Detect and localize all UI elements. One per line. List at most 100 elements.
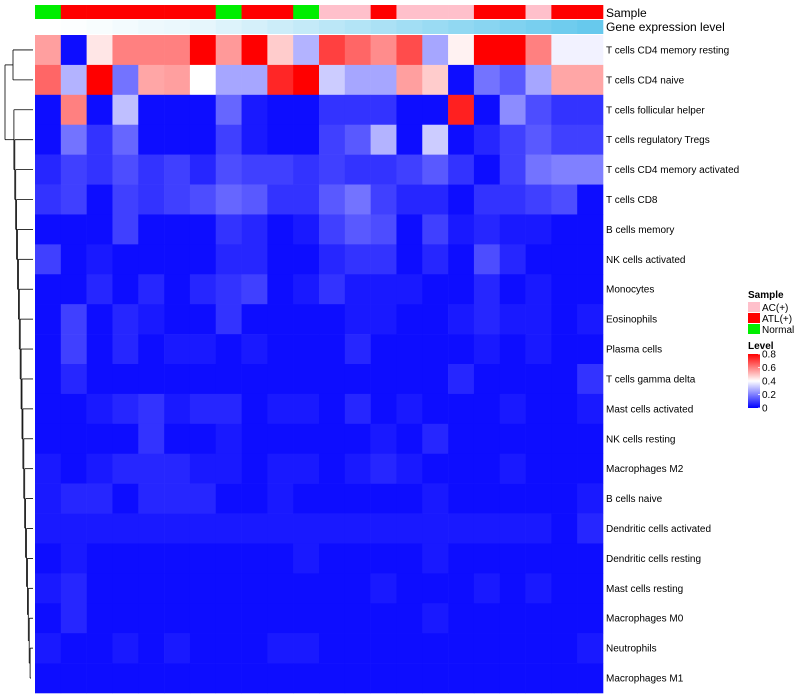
heatmap-cell <box>551 393 578 425</box>
heatmap-cell <box>319 94 346 126</box>
heatmap-cell <box>112 184 139 215</box>
row-label: B cells naive <box>606 494 663 505</box>
heatmap-cell <box>241 334 268 365</box>
gene-expression-annotation-cell <box>319 20 346 34</box>
heatmap-cell <box>86 154 113 185</box>
heatmap-cell <box>370 35 397 66</box>
row-labels: T cells CD4 memory resting T cells CD4 na… <box>606 45 739 684</box>
heatmap-cell <box>473 35 501 66</box>
heatmap-cell <box>138 364 165 395</box>
heatmap-cell <box>241 423 268 455</box>
heatmap-cell <box>241 244 268 275</box>
heatmap-cell <box>112 124 139 155</box>
heatmap-cell <box>319 214 346 245</box>
heatmap-cell <box>473 274 501 305</box>
heatmap-cell <box>241 603 268 634</box>
sample-annotation-cell <box>189 5 217 19</box>
heatmap-cell <box>215 304 242 335</box>
gene-expression-annotation-cell <box>189 20 217 34</box>
heatmap-cell <box>396 334 423 365</box>
sample-annotation-cell <box>60 5 87 19</box>
gene-expression-annotation-cell <box>448 20 475 34</box>
heatmap-cell <box>35 423 62 455</box>
heatmap-cell <box>267 513 294 544</box>
heatmap-cell <box>344 184 371 215</box>
heatmap-cell <box>164 513 191 544</box>
heatmap-cell <box>422 453 449 484</box>
heatmap-cell <box>215 35 242 66</box>
heatmap-cell <box>319 244 346 275</box>
heatmap-cell <box>60 393 87 425</box>
heatmap-cell <box>267 35 294 66</box>
heatmap-cell <box>422 633 449 664</box>
heatmap-cell <box>60 35 87 66</box>
row-label: B cells memory <box>606 225 674 236</box>
row-label: T cells CD4 naive <box>606 75 685 86</box>
heatmap-cell <box>241 35 268 66</box>
heatmap-cell <box>293 483 320 514</box>
heatmap-cell <box>499 304 526 335</box>
heatmap-cell <box>396 513 423 544</box>
heatmap-cell <box>164 603 191 634</box>
heatmap-cell <box>448 393 475 425</box>
heatmap-cell <box>344 393 371 425</box>
legend-sample-label: Normal <box>762 325 794 336</box>
heatmap-cell <box>35 513 62 544</box>
heatmap-cell <box>499 513 526 544</box>
heatmap-cell <box>551 453 578 484</box>
heatmap-cell <box>370 364 397 395</box>
heatmap-cell <box>499 94 526 126</box>
heatmap-cell <box>473 423 501 455</box>
heatmap-cell <box>319 423 346 455</box>
heatmap-cell <box>499 393 526 425</box>
heatmap-cell <box>577 64 604 96</box>
heatmap-cell <box>422 304 449 335</box>
gene-expression-annotation-cell <box>473 20 501 34</box>
heatmap-cell <box>344 633 371 664</box>
heatmap-cell <box>370 94 397 126</box>
legend-sample-swatch <box>748 313 760 323</box>
heatmap-cell <box>60 513 87 544</box>
heatmap-cell <box>473 64 501 96</box>
heatmap-cell <box>293 274 320 305</box>
heatmap-cell <box>551 304 578 335</box>
heatmap-cell <box>189 35 217 66</box>
heatmap-cell <box>422 35 449 66</box>
heatmap-cell <box>370 334 397 365</box>
heatmap-cell <box>215 334 242 365</box>
heatmap-cell <box>293 35 320 66</box>
heatmap-cell <box>551 214 578 245</box>
heatmap-cell <box>525 184 552 215</box>
heatmap-cell <box>499 603 526 634</box>
heatmap-cell <box>112 423 139 455</box>
heatmap-cell <box>344 423 371 455</box>
gene-expression-annotation-cell <box>138 20 165 34</box>
heatmap-cell <box>215 663 242 694</box>
heatmap-cell <box>112 453 139 484</box>
heatmap-cell <box>396 244 423 275</box>
heatmap-cell <box>164 453 191 484</box>
legend: Sample AC(+)ATL(+)Normal Level 0.8 0.6 0.4… <box>748 290 794 415</box>
heatmap-cell <box>344 453 371 484</box>
heatmap-cell <box>35 453 62 484</box>
heatmap-cell <box>60 184 87 215</box>
heatmap-cell <box>344 274 371 305</box>
heatmap-cell <box>164 543 191 574</box>
heatmap-cell <box>138 154 165 185</box>
heatmap-cell <box>138 453 165 484</box>
heatmap-cell <box>164 35 191 66</box>
heatmap-cell <box>86 393 113 425</box>
heatmap-cell <box>267 573 294 604</box>
heatmap-cell <box>35 603 62 634</box>
heatmap-cell <box>241 154 268 185</box>
heatmap-cell <box>551 94 578 126</box>
heatmap-cell <box>60 94 87 126</box>
heatmap-cell <box>138 304 165 335</box>
heatmap-cell <box>189 334 217 365</box>
gene-expression-annotation-cell <box>267 20 294 34</box>
row-label: Macrophages M0 <box>606 614 684 625</box>
heatmap-cell <box>267 543 294 574</box>
heatmap-cell <box>112 35 139 66</box>
heatmap-cell <box>293 154 320 185</box>
heatmap-cell <box>525 334 552 365</box>
